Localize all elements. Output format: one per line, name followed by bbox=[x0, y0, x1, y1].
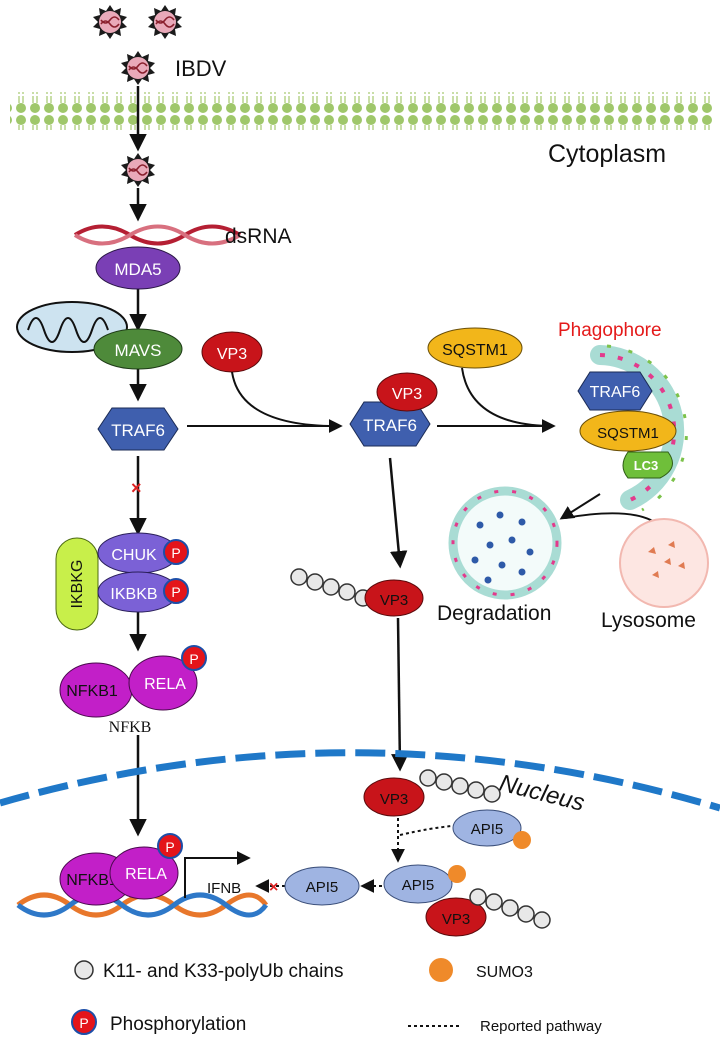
phagophore-label: Phagophore bbox=[558, 320, 662, 341]
rela-node bbox=[128, 655, 198, 711]
vp3-complex-label: VP3 bbox=[392, 386, 422, 403]
chuk-label: CHUK bbox=[111, 547, 157, 564]
legend-sumo3-label: SUMO3 bbox=[476, 964, 533, 981]
ibdv-virion-icon bbox=[147, 4, 183, 40]
phagophore-icon bbox=[590, 344, 688, 512]
reported-pathway-curve bbox=[399, 825, 453, 836]
phospho-badge-icon bbox=[181, 645, 207, 671]
sqstm1-label: SQSTM1 bbox=[442, 342, 508, 359]
sumo3-icon bbox=[448, 865, 466, 883]
nfkb1-label: NFKB1 bbox=[66, 683, 118, 700]
ibdv-virion-icon bbox=[120, 50, 156, 86]
legend-phospho-icon bbox=[71, 1009, 97, 1035]
traf6-label: TRAF6 bbox=[111, 421, 165, 440]
vp3-api5-node bbox=[425, 897, 487, 937]
mavs-node bbox=[93, 328, 183, 370]
ibdv-virion-icon bbox=[92, 4, 128, 40]
nuclear-membrane bbox=[0, 749, 720, 812]
mavs-label: MAVS bbox=[115, 341, 162, 360]
nfkb-label: NFKB bbox=[109, 719, 152, 736]
vp3-nuclear-node bbox=[363, 777, 425, 817]
ikbkg-label: IKBKG bbox=[69, 560, 86, 609]
degradation-label: Degradation bbox=[437, 602, 551, 625]
dsrna-icon bbox=[73, 224, 242, 246]
cell-membrane bbox=[10, 92, 716, 130]
phospho-badge-label: P bbox=[189, 651, 198, 667]
sqstm1-phagophore-label: SQSTM1 bbox=[597, 425, 659, 442]
vp3-import-arrow bbox=[391, 617, 409, 772]
rela-nuclear-node bbox=[109, 846, 179, 900]
mda5-node bbox=[95, 246, 181, 290]
blocked-mark-icon: × bbox=[131, 478, 142, 498]
vp3-api5-label: VP3 bbox=[442, 911, 470, 928]
phospho-badge-icon bbox=[163, 539, 189, 565]
sqstm1-phagophore-node bbox=[579, 410, 677, 452]
rela-nuclear-label: RELA bbox=[125, 866, 167, 883]
rela-label: RELA bbox=[144, 676, 186, 693]
ikbkb-label: IKBKB bbox=[110, 586, 157, 603]
lc3-label: LC3 bbox=[634, 458, 659, 473]
nucleus-label: Nucleus bbox=[497, 770, 588, 817]
polyub-chain-icon bbox=[290, 568, 372, 607]
vp3-complex-node bbox=[376, 372, 438, 412]
legend-polyub-label: K11- and K33-polyUb chains bbox=[103, 961, 343, 982]
api5-label: API5 bbox=[306, 879, 339, 896]
lysosome-icon bbox=[619, 518, 709, 608]
phospho-badge-label: P bbox=[171, 584, 180, 600]
fusion-arrow bbox=[559, 493, 601, 520]
ibdv-virion-icon bbox=[120, 152, 156, 188]
vp3-binding-curve bbox=[231, 371, 331, 427]
api5-sumo-label: API5 bbox=[471, 821, 504, 838]
cytoplasm-label: Cytoplasm bbox=[548, 140, 666, 168]
traf6-complex-label: TRAF6 bbox=[363, 416, 417, 435]
sqstm1-node bbox=[427, 327, 523, 369]
phospho-badge-label: P bbox=[171, 545, 180, 561]
polyub-chain-icon bbox=[469, 888, 551, 929]
phospho-badge-label: P bbox=[165, 839, 174, 855]
traf6-phagophore-label: TRAF6 bbox=[590, 384, 641, 401]
ifnb-label: IFNB bbox=[207, 880, 241, 897]
polyub-chain-icon bbox=[419, 769, 501, 803]
phospho-badge-icon bbox=[157, 833, 183, 859]
lc3-node bbox=[622, 451, 673, 479]
vp3-ub-label: VP3 bbox=[380, 592, 408, 609]
sqstm1-binding-curve bbox=[461, 367, 549, 427]
vp3-label: VP3 bbox=[217, 346, 247, 363]
legend-phospho-badge: P bbox=[79, 1015, 88, 1031]
ikbkg-node bbox=[55, 537, 99, 631]
phospho-badge-icon bbox=[163, 578, 189, 604]
sumo3-icon bbox=[513, 831, 531, 849]
autolysosome-icon bbox=[448, 486, 562, 600]
legend-sumo3-icon bbox=[429, 958, 453, 982]
mda5-label: MDA5 bbox=[114, 260, 161, 279]
legend-phospho-label: Phosphorylation bbox=[110, 1014, 246, 1035]
blocked-mark-icon: × bbox=[269, 879, 278, 896]
traf6-phagophore-node bbox=[577, 371, 653, 411]
dsrna-label: dsRNA bbox=[225, 225, 292, 248]
transcription-start-arrow bbox=[184, 851, 251, 898]
ubiquitination-arrow bbox=[388, 457, 408, 569]
vp3-ub-node bbox=[364, 579, 424, 617]
ibdv-label: IBDV bbox=[175, 56, 227, 81]
lysosome-label: Lysosome bbox=[601, 609, 696, 632]
vp3-nuclear-label: VP3 bbox=[380, 791, 408, 808]
traf6-node bbox=[97, 407, 179, 451]
legend-polyub-icon bbox=[74, 960, 94, 980]
api5-sumo-node bbox=[452, 809, 522, 847]
nfkb1-nuclear-label: NFKB1 bbox=[66, 872, 118, 889]
legend-reported-label: Reported pathway bbox=[480, 1018, 602, 1035]
api5-vp3-label: API5 bbox=[402, 877, 435, 894]
api5-node bbox=[284, 866, 360, 906]
api5-vp3-node bbox=[383, 864, 453, 904]
